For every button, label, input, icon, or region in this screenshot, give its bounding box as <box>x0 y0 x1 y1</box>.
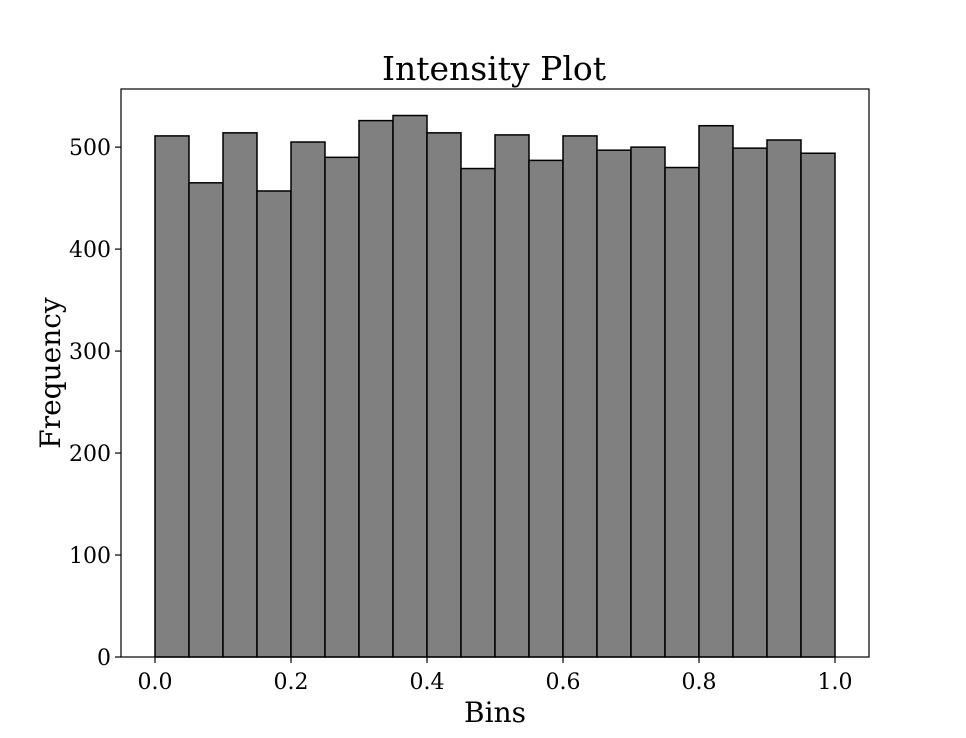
x-tick-label-4: 0.8 <box>682 670 717 695</box>
histogram-bar-2 <box>222 132 258 658</box>
histogram-bar-4 <box>290 141 326 658</box>
histogram-bar-1 <box>188 182 224 658</box>
y-axis-label: Frequency <box>34 297 67 449</box>
y-tick-label-3: 300 <box>69 340 111 365</box>
histogram-bar-14 <box>630 146 666 658</box>
y-tick-label-2: 200 <box>69 442 111 467</box>
histogram-bar-18 <box>766 139 802 658</box>
histogram-bar-15 <box>664 166 700 658</box>
y-tick-label-4: 400 <box>69 238 111 263</box>
histogram-bar-17 <box>732 147 768 658</box>
histogram-bar-19 <box>800 152 836 658</box>
x-tick-label-1: 0.2 <box>274 670 309 695</box>
y-axis-ticks: 0 100 200 300 400 500 <box>69 136 121 671</box>
histogram-bar-13 <box>596 149 632 658</box>
x-tick-label-0: 0.0 <box>138 670 173 695</box>
histogram-bar-5 <box>324 156 360 658</box>
x-axis-label: Bins <box>464 696 526 729</box>
plot-frame <box>120 88 870 658</box>
x-tick-label-2: 0.4 <box>410 670 445 695</box>
x-axis-ticks: 0.0 0.2 0.4 0.6 0.8 1.0 <box>138 657 853 695</box>
histogram-bar-12 <box>562 135 598 658</box>
histogram-bar-6 <box>358 119 394 658</box>
histogram-bar-9 <box>460 167 496 658</box>
y-tick-label-1: 100 <box>69 544 111 569</box>
x-tick-label-3: 0.6 <box>546 670 581 695</box>
histogram-bar-8 <box>426 132 462 658</box>
histogram-bar-7 <box>392 114 428 658</box>
histogram-bar-11 <box>528 159 564 658</box>
bars-group <box>154 114 836 658</box>
histogram-bar-3 <box>256 190 292 658</box>
y-tick-label-5: 500 <box>69 136 111 161</box>
y-tick-label-0: 0 <box>97 646 111 671</box>
histogram-bar-0 <box>154 135 190 658</box>
histogram-bar-16 <box>698 124 734 658</box>
chart-title: Intensity Plot <box>382 49 606 88</box>
histogram-bar-10 <box>494 134 530 658</box>
x-tick-label-5: 1.0 <box>818 670 853 695</box>
